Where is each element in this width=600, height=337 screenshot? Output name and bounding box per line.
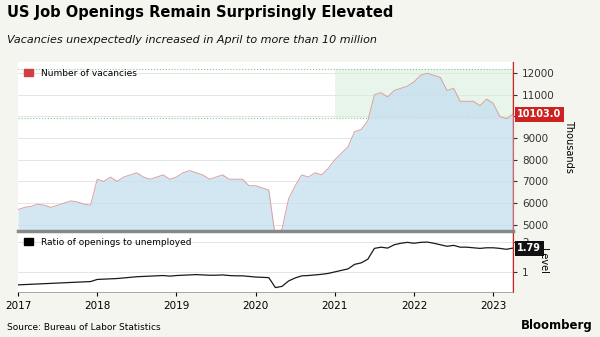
Bar <box>335 69 513 118</box>
Text: Source: Bureau of Labor Statistics: Source: Bureau of Labor Statistics <box>7 323 161 332</box>
Text: Vacancies unexpectedly increased in April to more than 10 million: Vacancies unexpectedly increased in Apri… <box>7 35 377 45</box>
Legend: Number of vacancies: Number of vacancies <box>23 67 138 80</box>
Text: US Job Openings Remain Surprisingly Elevated: US Job Openings Remain Surprisingly Elev… <box>7 5 394 20</box>
Y-axis label: Level: Level <box>538 248 548 274</box>
Text: Bloomberg: Bloomberg <box>521 319 593 332</box>
Text: 10103.0: 10103.0 <box>517 109 562 119</box>
Text: 1.79: 1.79 <box>517 243 541 253</box>
Legend: Ratio of openings to unemployed: Ratio of openings to unemployed <box>23 236 193 248</box>
Y-axis label: Thousands: Thousands <box>564 120 574 173</box>
